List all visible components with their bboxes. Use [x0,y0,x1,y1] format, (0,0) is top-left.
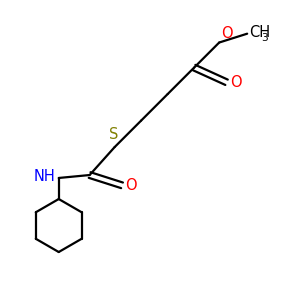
Text: 3: 3 [261,32,268,43]
Text: CH: CH [249,25,270,40]
Text: NH: NH [33,169,55,184]
Text: O: O [221,26,232,41]
Text: O: O [230,75,242,90]
Text: S: S [109,127,118,142]
Text: O: O [126,178,137,193]
